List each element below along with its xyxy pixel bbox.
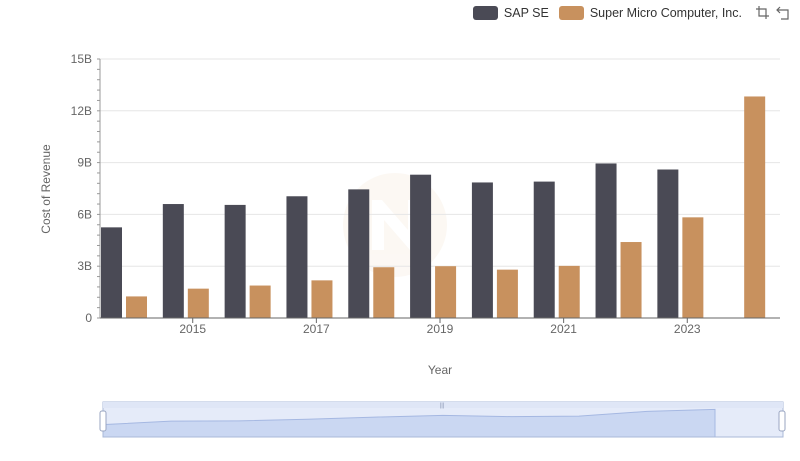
zoom-handle-right[interactable] (778, 410, 786, 432)
bar-supermicro-2023[interactable] (682, 217, 704, 318)
y-tick-label: 3B (77, 259, 92, 273)
zoom-top-bar[interactable] (103, 402, 783, 408)
bar-supermicro-2019[interactable] (435, 266, 457, 318)
x-tick-label: 2021 (550, 322, 577, 336)
bar-sap-2018[interactable] (348, 189, 370, 318)
y-axis-title: Cost of Revenue (39, 144, 53, 234)
x-tick-label: 2015 (179, 322, 206, 336)
legend: SAP SE Super Micro Computer, Inc. (472, 4, 792, 22)
y-tick-label: 12B (71, 104, 92, 118)
bar-sap-2014[interactable] (101, 227, 122, 318)
legend-label-supermicro: Super Micro Computer, Inc. (589, 6, 742, 20)
y-tick-label: 15B (71, 52, 92, 66)
zoom-sparkline (102, 408, 716, 438)
restore-icon[interactable] (774, 4, 792, 22)
legend-item-supermicro[interactable]: Super Micro Computer, Inc. (558, 6, 742, 20)
bar-supermicro-2018[interactable] (373, 267, 395, 318)
legend-label-sap: SAP SE (503, 6, 549, 20)
bar-supermicro-2024[interactable] (744, 96, 766, 319)
x-tick-label: 2017 (303, 322, 330, 336)
bar-supermicro-2015[interactable] (187, 288, 209, 318)
x-axis-title: Year (428, 363, 452, 377)
zoom-icon[interactable] (754, 4, 772, 22)
zoom-handle-left[interactable] (99, 410, 107, 432)
x-tick-label: 2023 (674, 322, 701, 336)
bar-supermicro-2014[interactable] (126, 296, 147, 318)
bar-sap-2017[interactable] (286, 196, 308, 318)
legend-item-sap[interactable]: SAP SE (472, 6, 549, 20)
bar-supermicro-2021[interactable] (558, 265, 580, 318)
data-zoom-slider[interactable]: ||| (99, 401, 786, 438)
legend-swatch-sap (472, 6, 498, 20)
bar-sap-2019[interactable] (410, 174, 432, 318)
bar-sap-2020[interactable] (471, 182, 493, 318)
bar-sap-2015[interactable] (162, 204, 184, 318)
bar-sap-2023[interactable] (657, 169, 679, 318)
bar-supermicro-2022[interactable] (620, 242, 642, 318)
bar-sap-2022[interactable] (595, 163, 617, 318)
bar-supermicro-2016[interactable] (249, 285, 271, 318)
bar-sap-2016[interactable] (224, 204, 246, 318)
y-tick-label: 6B (77, 207, 92, 221)
legend-swatch-supermicro (558, 6, 584, 20)
y-tick-label: 0 (85, 311, 92, 325)
zoom-grip-icon[interactable]: ||| (440, 403, 445, 409)
y-tick-label: 9B (77, 156, 92, 170)
bar-supermicro-2017[interactable] (311, 280, 333, 318)
x-tick-label: 2019 (427, 322, 454, 336)
bar-sap-2021[interactable] (533, 181, 555, 318)
bar-supermicro-2020[interactable] (496, 269, 518, 318)
